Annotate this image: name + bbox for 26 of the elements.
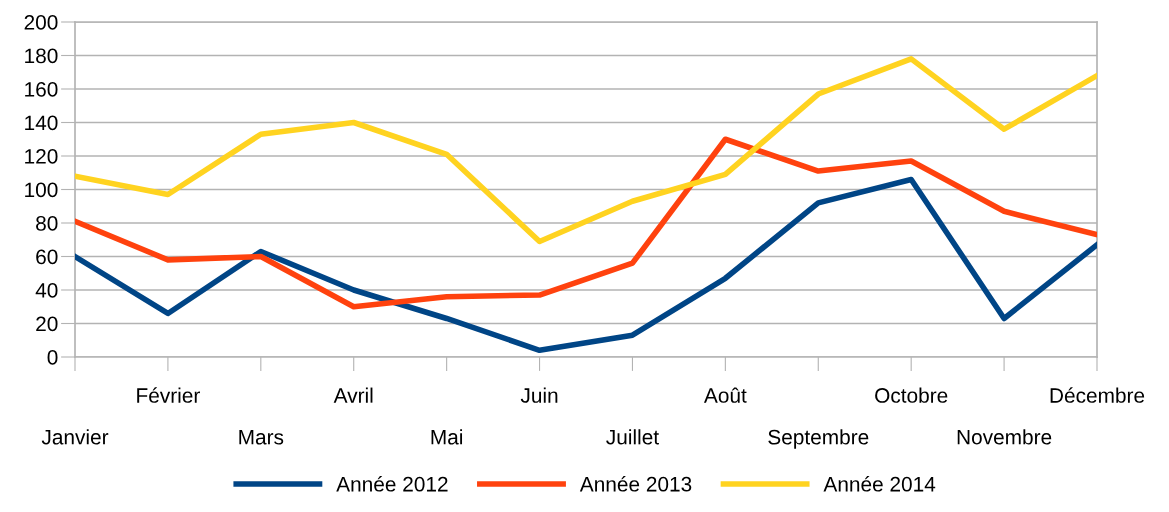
y-tick-label: 120 [25, 149, 58, 164]
x-tick-label: Août [703, 387, 747, 403]
x-tick-label: Février [137, 387, 200, 403]
x-tick-label: Janvier [41, 429, 109, 445]
y-tick-label: 180 [25, 48, 58, 64]
y-tick-label: 40 [35, 283, 58, 298]
x-tick-label: Avril [333, 387, 373, 403]
y-tick-label: 20 [36, 316, 58, 332]
x-tick-label: Novembre [957, 429, 1052, 445]
legend-label: Année 2013 [579, 476, 692, 492]
legend-label: Année 2014 [823, 476, 936, 492]
y-tick-label: 0 [47, 350, 58, 365]
y-tick-label: 60 [36, 249, 58, 265]
y-tick-label: 160 [25, 82, 58, 97]
y-tick-label: 80 [36, 216, 58, 231]
y-tick-label: 100 [25, 182, 58, 198]
x-tick-label: Octobre [875, 387, 948, 403]
x-tick-label: Juillet [606, 429, 659, 445]
x-tick-label: Mars [239, 429, 284, 445]
legend-label: Année 2012 [336, 476, 448, 492]
x-tick-label: Septembre [768, 429, 869, 449]
x-tick-label: Décembre [1050, 387, 1145, 403]
y-tick-label: 140 [25, 115, 58, 131]
x-tick-label: Juin [520, 387, 558, 403]
x-tick-label: Mai [431, 429, 463, 445]
y-tick-label: 200 [24, 15, 58, 30]
